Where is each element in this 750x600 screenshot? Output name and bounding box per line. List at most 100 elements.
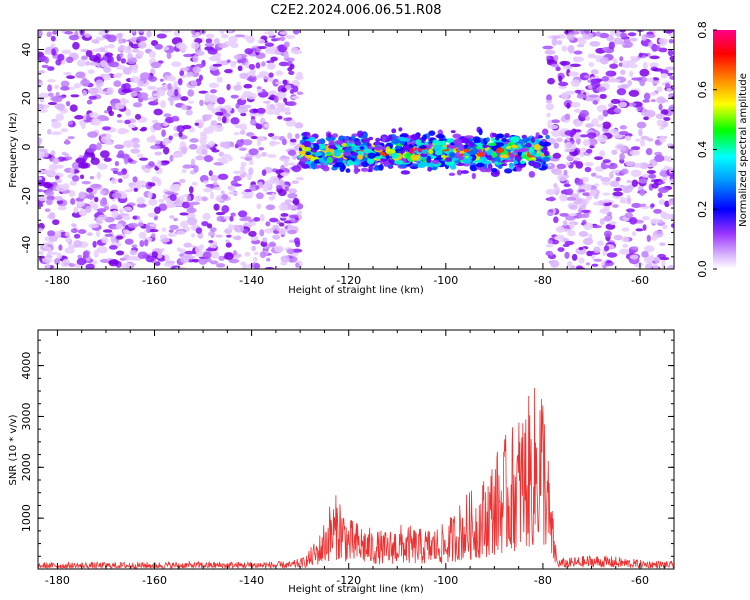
- spectrogram-speckle: [584, 161, 594, 167]
- spectrogram-speckle: [288, 214, 299, 219]
- snr-xlabel: Height of straight line (km): [288, 584, 424, 595]
- spectrogram-speckle: [568, 222, 575, 230]
- spectrogram-speckle: [64, 138, 70, 145]
- spectrogram-speckle: [288, 188, 298, 194]
- spectrogram-speckle: [134, 86, 141, 93]
- spectrogram-echo-blob: [528, 156, 537, 161]
- spectrogram-speckle: [138, 231, 147, 239]
- spectrogram-speckle: [88, 61, 99, 66]
- spectrogram-speckle: [190, 158, 196, 167]
- spectrogram-speckle: [190, 80, 198, 86]
- spectrogram-echo-blob: [305, 151, 312, 156]
- spectrogram-speckle: [122, 229, 130, 234]
- spectrogram-speckle: [246, 35, 255, 44]
- spectrogram-speckle: [248, 167, 254, 175]
- spectrogram-speckle: [51, 131, 62, 136]
- spectrogram-speckle: [208, 124, 215, 130]
- spectrogram-speckle: [138, 80, 145, 86]
- spectrogram-speckle: [103, 157, 112, 162]
- spectrogram-speckle: [172, 84, 177, 91]
- spectrogram-speckle: [178, 178, 186, 184]
- spectrogram-speckle: [92, 240, 97, 248]
- spectrogram-speckle: [65, 56, 74, 64]
- spectrogram-speckle: [84, 33, 91, 38]
- spectrogram-echo-blob: [533, 143, 541, 151]
- spectrogram-speckle: [268, 104, 276, 111]
- spectrogram-speckle: [621, 60, 630, 68]
- spectrogram-speckle: [242, 139, 253, 146]
- spectrogram-speckle: [56, 253, 63, 260]
- spectrogram-speckle: [130, 91, 138, 97]
- spectrogram-speckle: [194, 195, 202, 202]
- spectrogram-speckle: [221, 116, 227, 124]
- spectrogram-speckle: [610, 98, 621, 105]
- spectrogram-speckle: [270, 56, 278, 62]
- spectrogram-speckle: [604, 215, 613, 222]
- spectrogram-speckle: [201, 148, 208, 155]
- spectrogram-echo-blob: [399, 134, 409, 138]
- spectrogram-speckle: [548, 252, 553, 256]
- spectrogram-speckle: [637, 106, 644, 111]
- colorbar-gradient: [713, 30, 736, 269]
- spectrogram-speckle: [44, 56, 49, 64]
- spectrogram-speckle: [166, 89, 175, 98]
- spectrogram-speckle: [552, 152, 562, 159]
- spectrogram-speckle: [562, 220, 568, 227]
- spectrogram-echo-blob: [499, 154, 509, 159]
- spectrogram-speckle: [240, 164, 246, 173]
- spectrogram-speckle: [115, 33, 122, 39]
- spectrogram-speckle: [41, 257, 53, 263]
- spectrogram-speckle: [107, 44, 115, 49]
- spectrogram-speckle: [571, 253, 578, 261]
- spectrogram-speckle: [650, 99, 656, 103]
- spectrogram-speckle: [623, 38, 631, 45]
- x-tick-label: -160: [142, 574, 167, 587]
- spectrogram-speckle: [90, 157, 100, 165]
- spectrogram-speckle: [96, 245, 108, 254]
- spectrogram-echo-blob: [427, 149, 434, 154]
- spectrogram-speckle: [181, 168, 187, 174]
- spectrogram-speckle: [643, 92, 651, 101]
- spectrogram-speckle: [233, 84, 242, 91]
- spectrogram-speckle: [104, 233, 113, 237]
- spectrogram-speckle: [85, 206, 92, 214]
- spectrogram-speckle: [272, 234, 281, 240]
- spectrogram-speckle: [69, 180, 77, 186]
- spectrogram-speckle: [569, 31, 580, 35]
- spectrogram-speckle: [289, 138, 297, 143]
- spectrogram-speckle: [109, 245, 118, 250]
- snr-series-line: [38, 387, 674, 569]
- spectrogram-speckle: [609, 171, 614, 179]
- spectrogram-speckle: [210, 250, 220, 259]
- spectrogram-speckle: [117, 37, 123, 45]
- spectrogram-speckle: [38, 137, 42, 146]
- spectrogram-echo-blob: [391, 138, 401, 145]
- spectrogram-echo-blob: [416, 162, 427, 169]
- spectrogram-speckle: [668, 200, 674, 206]
- spectrogram-speckle: [547, 239, 554, 245]
- spectrogram-speckle: [620, 168, 629, 175]
- spectrogram-speckle: [272, 230, 280, 234]
- spectrogram-speckle: [66, 75, 76, 79]
- spectrogram-speckle: [652, 68, 664, 72]
- spectrogram-speckle: [73, 206, 79, 214]
- spectrogram-speckle: [212, 63, 223, 67]
- spectrogram-speckle: [571, 143, 577, 150]
- spectrogram-speckle: [650, 203, 655, 208]
- spectrogram-speckle: [545, 188, 557, 196]
- spectrogram-speckle: [255, 185, 260, 190]
- spectrogram-speckle: [139, 240, 145, 248]
- spectrogram-speckle: [124, 238, 134, 245]
- spectrogram-speckle: [594, 156, 603, 161]
- spectrogram-speckle: [658, 199, 666, 205]
- spectrogram-speckle: [545, 99, 552, 104]
- spectrogram-speckle: [266, 109, 275, 115]
- spectrogram-speckle: [293, 237, 300, 245]
- spectrogram-speckle: [192, 66, 201, 74]
- y-tick-label: 40: [20, 43, 33, 57]
- spectrogram-echo-blob: [428, 130, 436, 136]
- spectrogram-speckle: [65, 156, 73, 160]
- spectrogram-speckle: [173, 217, 178, 222]
- spectrogram-speckle: [292, 197, 300, 206]
- spectrogram-speckle: [77, 229, 87, 234]
